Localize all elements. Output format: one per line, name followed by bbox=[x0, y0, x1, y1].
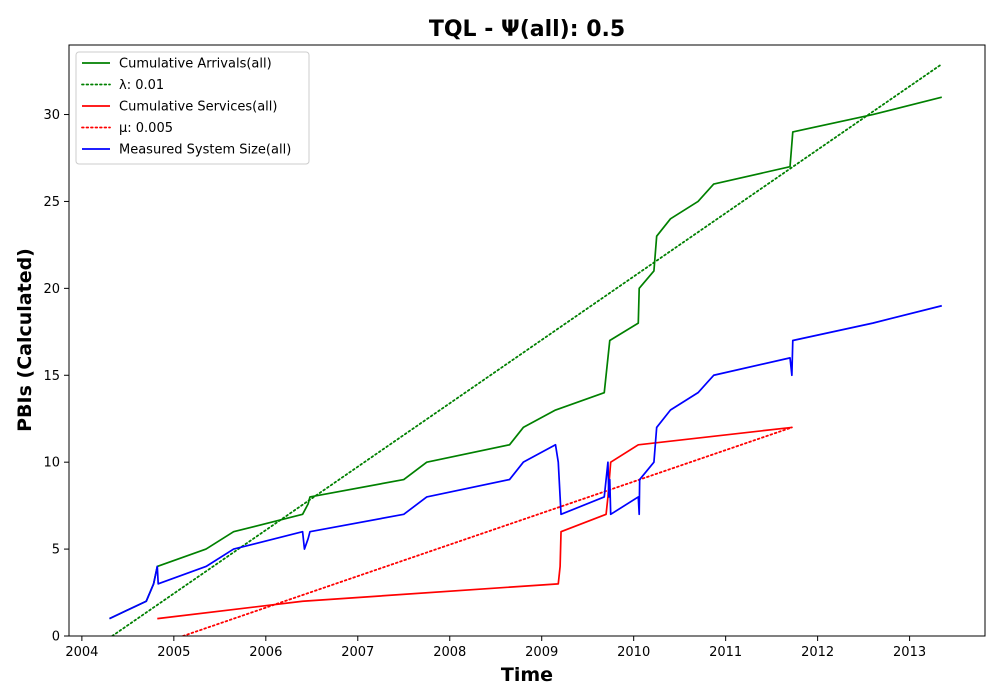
y-tick-label: 30 bbox=[43, 108, 60, 123]
series-line-2 bbox=[157, 426, 792, 620]
legend-label: μ: 0.005 bbox=[119, 121, 173, 136]
y-axis: 0 5 10 15 20 25 30 bbox=[43, 108, 69, 645]
legend-label: Measured System Size(all) bbox=[119, 143, 291, 158]
legend-label: λ: 0.01 bbox=[119, 78, 164, 93]
y-tick-label: 5 bbox=[52, 543, 60, 558]
x-tick-label: 2004 bbox=[65, 645, 98, 660]
x-axis: 2004 2005 2006 2007 2008 2009 2010 2011 2012 2013 bbox=[65, 636, 926, 660]
x-tick-label: 2005 bbox=[157, 645, 190, 660]
legend: Cumulative Arrivals(all) λ: 0.01 Cumulativ… bbox=[75, 51, 310, 165]
plot-area bbox=[109, 63, 943, 636]
y-tick-label: 20 bbox=[43, 282, 60, 297]
series-line-1 bbox=[111, 63, 943, 636]
series-line-3 bbox=[182, 426, 793, 636]
legend-label: Cumulative Services(all) bbox=[119, 100, 277, 115]
x-tick-label: 2006 bbox=[249, 645, 282, 660]
y-tick-label: 0 bbox=[52, 630, 60, 645]
legend-label: Cumulative Arrivals(all) bbox=[119, 57, 272, 72]
x-tick-label: 2012 bbox=[801, 645, 834, 660]
x-tick-label: 2011 bbox=[709, 645, 742, 660]
x-tick-label: 2013 bbox=[893, 645, 926, 660]
y-tick-label: 10 bbox=[43, 456, 60, 471]
x-tick-label: 2010 bbox=[617, 645, 650, 660]
x-tick-label: 2007 bbox=[341, 645, 374, 660]
legend-box bbox=[75, 51, 310, 165]
chart-title: TQL - Ψ(all): 0.5 bbox=[429, 17, 625, 42]
y-axis-label: PBIs (Calculated) bbox=[14, 248, 36, 432]
x-tick-label: 2008 bbox=[433, 645, 466, 660]
series-line-4 bbox=[109, 304, 942, 620]
series-line-0 bbox=[109, 96, 942, 620]
x-tick-label: 2009 bbox=[525, 645, 558, 660]
y-tick-label: 25 bbox=[43, 195, 60, 210]
x-axis-label: Time bbox=[501, 664, 553, 686]
plot-frame bbox=[68, 44, 986, 637]
y-tick-label: 15 bbox=[43, 369, 60, 384]
